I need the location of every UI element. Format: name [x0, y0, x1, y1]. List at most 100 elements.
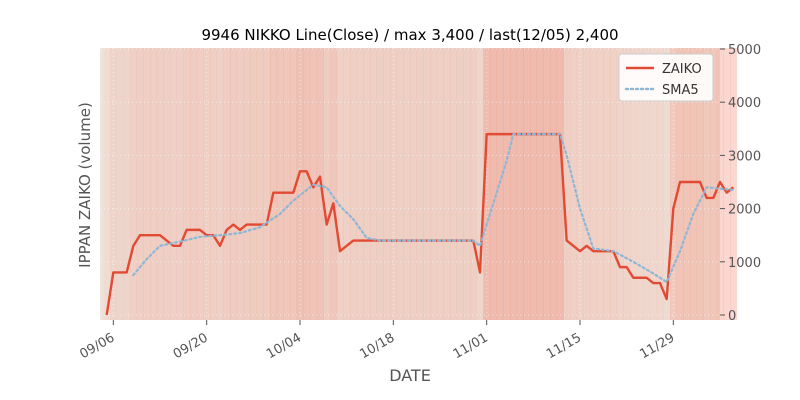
shading-band: [163, 48, 171, 320]
shading-band: [323, 48, 331, 320]
y-axis-ticks: 0 1000 2000 3000 4000 5000: [720, 43, 761, 324]
y-tick-label: 0: [728, 309, 736, 324]
x-tick-label: 11/15: [544, 330, 584, 362]
shading-band: [403, 48, 411, 320]
shading-band: [710, 48, 718, 320]
shading-band: [243, 48, 251, 320]
shading-band: [436, 48, 444, 320]
legend: ZAIKO SMA5: [618, 53, 714, 102]
shading-band: [356, 48, 364, 320]
shading-band: [330, 48, 338, 320]
shading-band: [516, 48, 524, 320]
shading-band: [470, 48, 478, 320]
x-tick-label: 09/20: [171, 330, 211, 362]
shading-band: [130, 48, 138, 320]
shading-band: [256, 48, 264, 320]
shading-band: [703, 48, 711, 320]
shading-band: [370, 48, 378, 320]
legend-label-zaiko: ZAIKO: [662, 62, 702, 77]
shading-band: [416, 48, 424, 320]
shading-band: [550, 48, 558, 320]
shading-band: [490, 48, 498, 320]
shading-band: [350, 48, 358, 320]
shading-band: [630, 48, 638, 320]
shading-band: [450, 48, 458, 320]
y-tick-label: 4000: [728, 96, 761, 111]
x-tick-label: 10/04: [264, 330, 304, 362]
shading-band: [376, 48, 384, 320]
shading-band: [683, 48, 691, 320]
shading-band: [510, 48, 518, 320]
shading-band: [216, 48, 224, 320]
shading-band: [636, 48, 644, 320]
shading-band: [336, 48, 344, 320]
shading-band: [463, 48, 471, 320]
shading-band: [183, 48, 191, 320]
shading-band: [496, 48, 504, 320]
shading-band: [283, 48, 291, 320]
shading-band: [523, 48, 531, 320]
shading-band: [530, 48, 538, 320]
shading-band: [503, 48, 511, 320]
y-tick-label: 1000: [728, 256, 761, 271]
shading-band: [656, 48, 664, 320]
y-tick-label: 3000: [728, 149, 761, 164]
shading-band: [176, 48, 184, 320]
shading-band: [616, 48, 624, 320]
shading-band: [583, 48, 591, 320]
shading-band: [136, 48, 144, 320]
shading-band: [383, 48, 391, 320]
shading-band: [663, 48, 671, 320]
shading-band: [123, 48, 131, 320]
shading-band: [143, 48, 151, 320]
series-line-sma5: [132, 133, 735, 284]
shading-band: [563, 48, 571, 320]
shading-band: [103, 48, 111, 320]
shading-band: [610, 48, 618, 320]
shading-band: [363, 48, 371, 320]
shading-band: [150, 48, 158, 320]
y-axis-label: IPPAN ZAIKO (volume): [76, 102, 94, 268]
y-tick-label: 5000: [728, 43, 761, 58]
shading-band: [443, 48, 451, 320]
shading-band: [536, 48, 544, 320]
shading-band: [596, 48, 604, 320]
shading-band: [276, 48, 284, 320]
legend-label-sma5: SMA5: [662, 83, 699, 98]
shading-band: [423, 48, 431, 320]
grid: [100, 48, 720, 320]
shading-band: [730, 48, 738, 320]
shading-band: [290, 48, 298, 320]
x-tick-label: 11/01: [451, 330, 491, 362]
shading-band: [223, 48, 231, 320]
y-tick-label: 2000: [728, 203, 761, 218]
shading-band: [303, 48, 311, 320]
shading-band: [190, 48, 198, 320]
shading-band: [170, 48, 178, 320]
shading-band: [210, 48, 218, 320]
shading-band: [410, 48, 418, 320]
shading-band: [543, 48, 551, 320]
shading-band: [430, 48, 438, 320]
shading-band: [116, 48, 124, 320]
chart-title: 9946 NIKKO Line(Close) / max 3,400 / las…: [201, 26, 618, 44]
shading-band: [230, 48, 238, 320]
shading-band: [250, 48, 258, 320]
shading-band: [156, 48, 164, 320]
shading-band: [396, 48, 404, 320]
shading-band: [603, 48, 611, 320]
shading-band: [723, 48, 731, 320]
shading-band: [590, 48, 598, 320]
shading-band: [263, 48, 271, 320]
shading-band: [343, 48, 351, 320]
shading-band: [650, 48, 658, 320]
series-layer: [105, 132, 735, 316]
shading-band: [623, 48, 631, 320]
shading-band: [556, 48, 564, 320]
x-axis-label: DATE: [389, 366, 431, 385]
shading-band: [196, 48, 204, 320]
x-tick-label: 09/06: [77, 330, 117, 362]
shading-band: [570, 48, 578, 320]
shading-band: [270, 48, 278, 320]
